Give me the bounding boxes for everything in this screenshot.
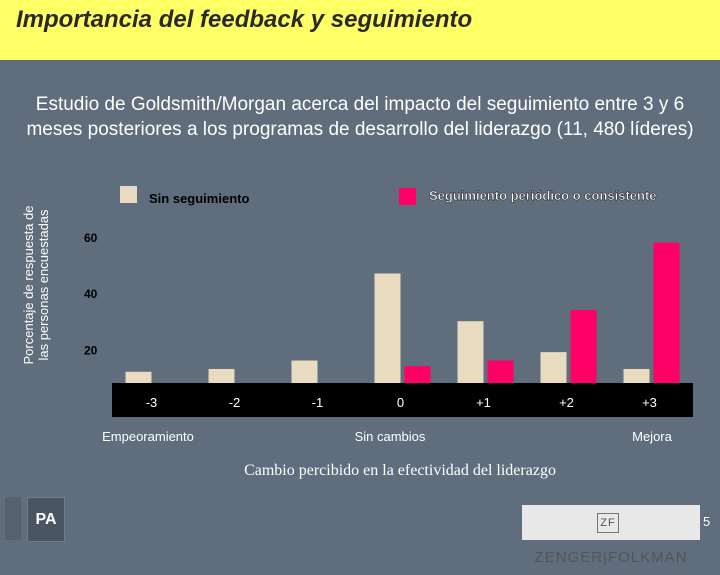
x-axis-label: Cambio percibido en la efectividad del l… — [244, 462, 556, 479]
x-tick-label: -2 — [229, 395, 241, 410]
header-bar: Importancia del feedback y seguimiento — [0, 0, 720, 60]
bar-seguimiento-4 — [487, 360, 514, 383]
bar-sin-seguimiento-5 — [540, 352, 567, 383]
legend-label-seguimiento: Seguimiento periódico o consistente — [429, 188, 657, 203]
bar-sin-seguimiento-3 — [374, 273, 401, 383]
y-axis-label-line1: Porcentaje de respuesta de — [21, 206, 36, 365]
chart-title: Estudio de Goldsmith/Morgan acerca del i… — [26, 94, 694, 140]
bar-chart: -3 -2 -1 0 +1 +2 +3 20 40 60 Porcentaje de respues… — [21, 186, 693, 479]
bar-sin-seguimiento-4 — [457, 321, 484, 383]
brand-name: ZENGER|FOLKMAN — [534, 549, 688, 566]
bar-seguimiento-5 — [570, 310, 597, 383]
pa-logo: PA — [27, 497, 65, 542]
page-number: 5 — [703, 514, 711, 529]
bar-sin-seguimiento-6 — [623, 368, 650, 383]
x-tick-label: 0 — [397, 395, 404, 410]
x-tick-label: -1 — [312, 395, 324, 410]
bar-sin-seguimiento-2 — [291, 360, 318, 383]
left-brand-strip — [5, 497, 21, 540]
x-group-label: Sin cambios — [355, 429, 426, 444]
bar-seguimiento-3 — [404, 366, 431, 383]
legend-label-sin-seguimiento: Sin seguimiento — [149, 191, 249, 206]
y-tick-label: 60 — [84, 231, 98, 245]
page-title: Importancia del feedback y seguimiento — [16, 6, 473, 33]
zenger-folkman-logo: ZF ZENGER|FOLKMAN — [522, 505, 700, 566]
x-tick-label: +1 — [476, 395, 491, 410]
legend-swatch-sin-seguimiento — [120, 186, 137, 203]
y-tick-label: 40 — [84, 287, 98, 301]
x-tick-label: +2 — [559, 395, 574, 410]
bar-seguimiento-6 — [653, 242, 680, 383]
bar-sin-seguimiento-1 — [208, 368, 235, 383]
x-tick-label: +3 — [642, 395, 657, 410]
bar-sin-seguimiento-0 — [125, 371, 152, 383]
x-group-label: Mejora — [632, 429, 673, 444]
zf-mark: ZF — [597, 513, 619, 534]
x-tick-label: -3 — [146, 395, 158, 410]
y-axis-label-line2: las personas encuestadas — [36, 209, 51, 361]
legend-swatch-seguimiento — [399, 188, 416, 205]
x-axis-band — [112, 383, 693, 417]
y-tick-label: 20 — [84, 343, 98, 357]
x-group-label: Empeoramiento — [102, 429, 194, 444]
